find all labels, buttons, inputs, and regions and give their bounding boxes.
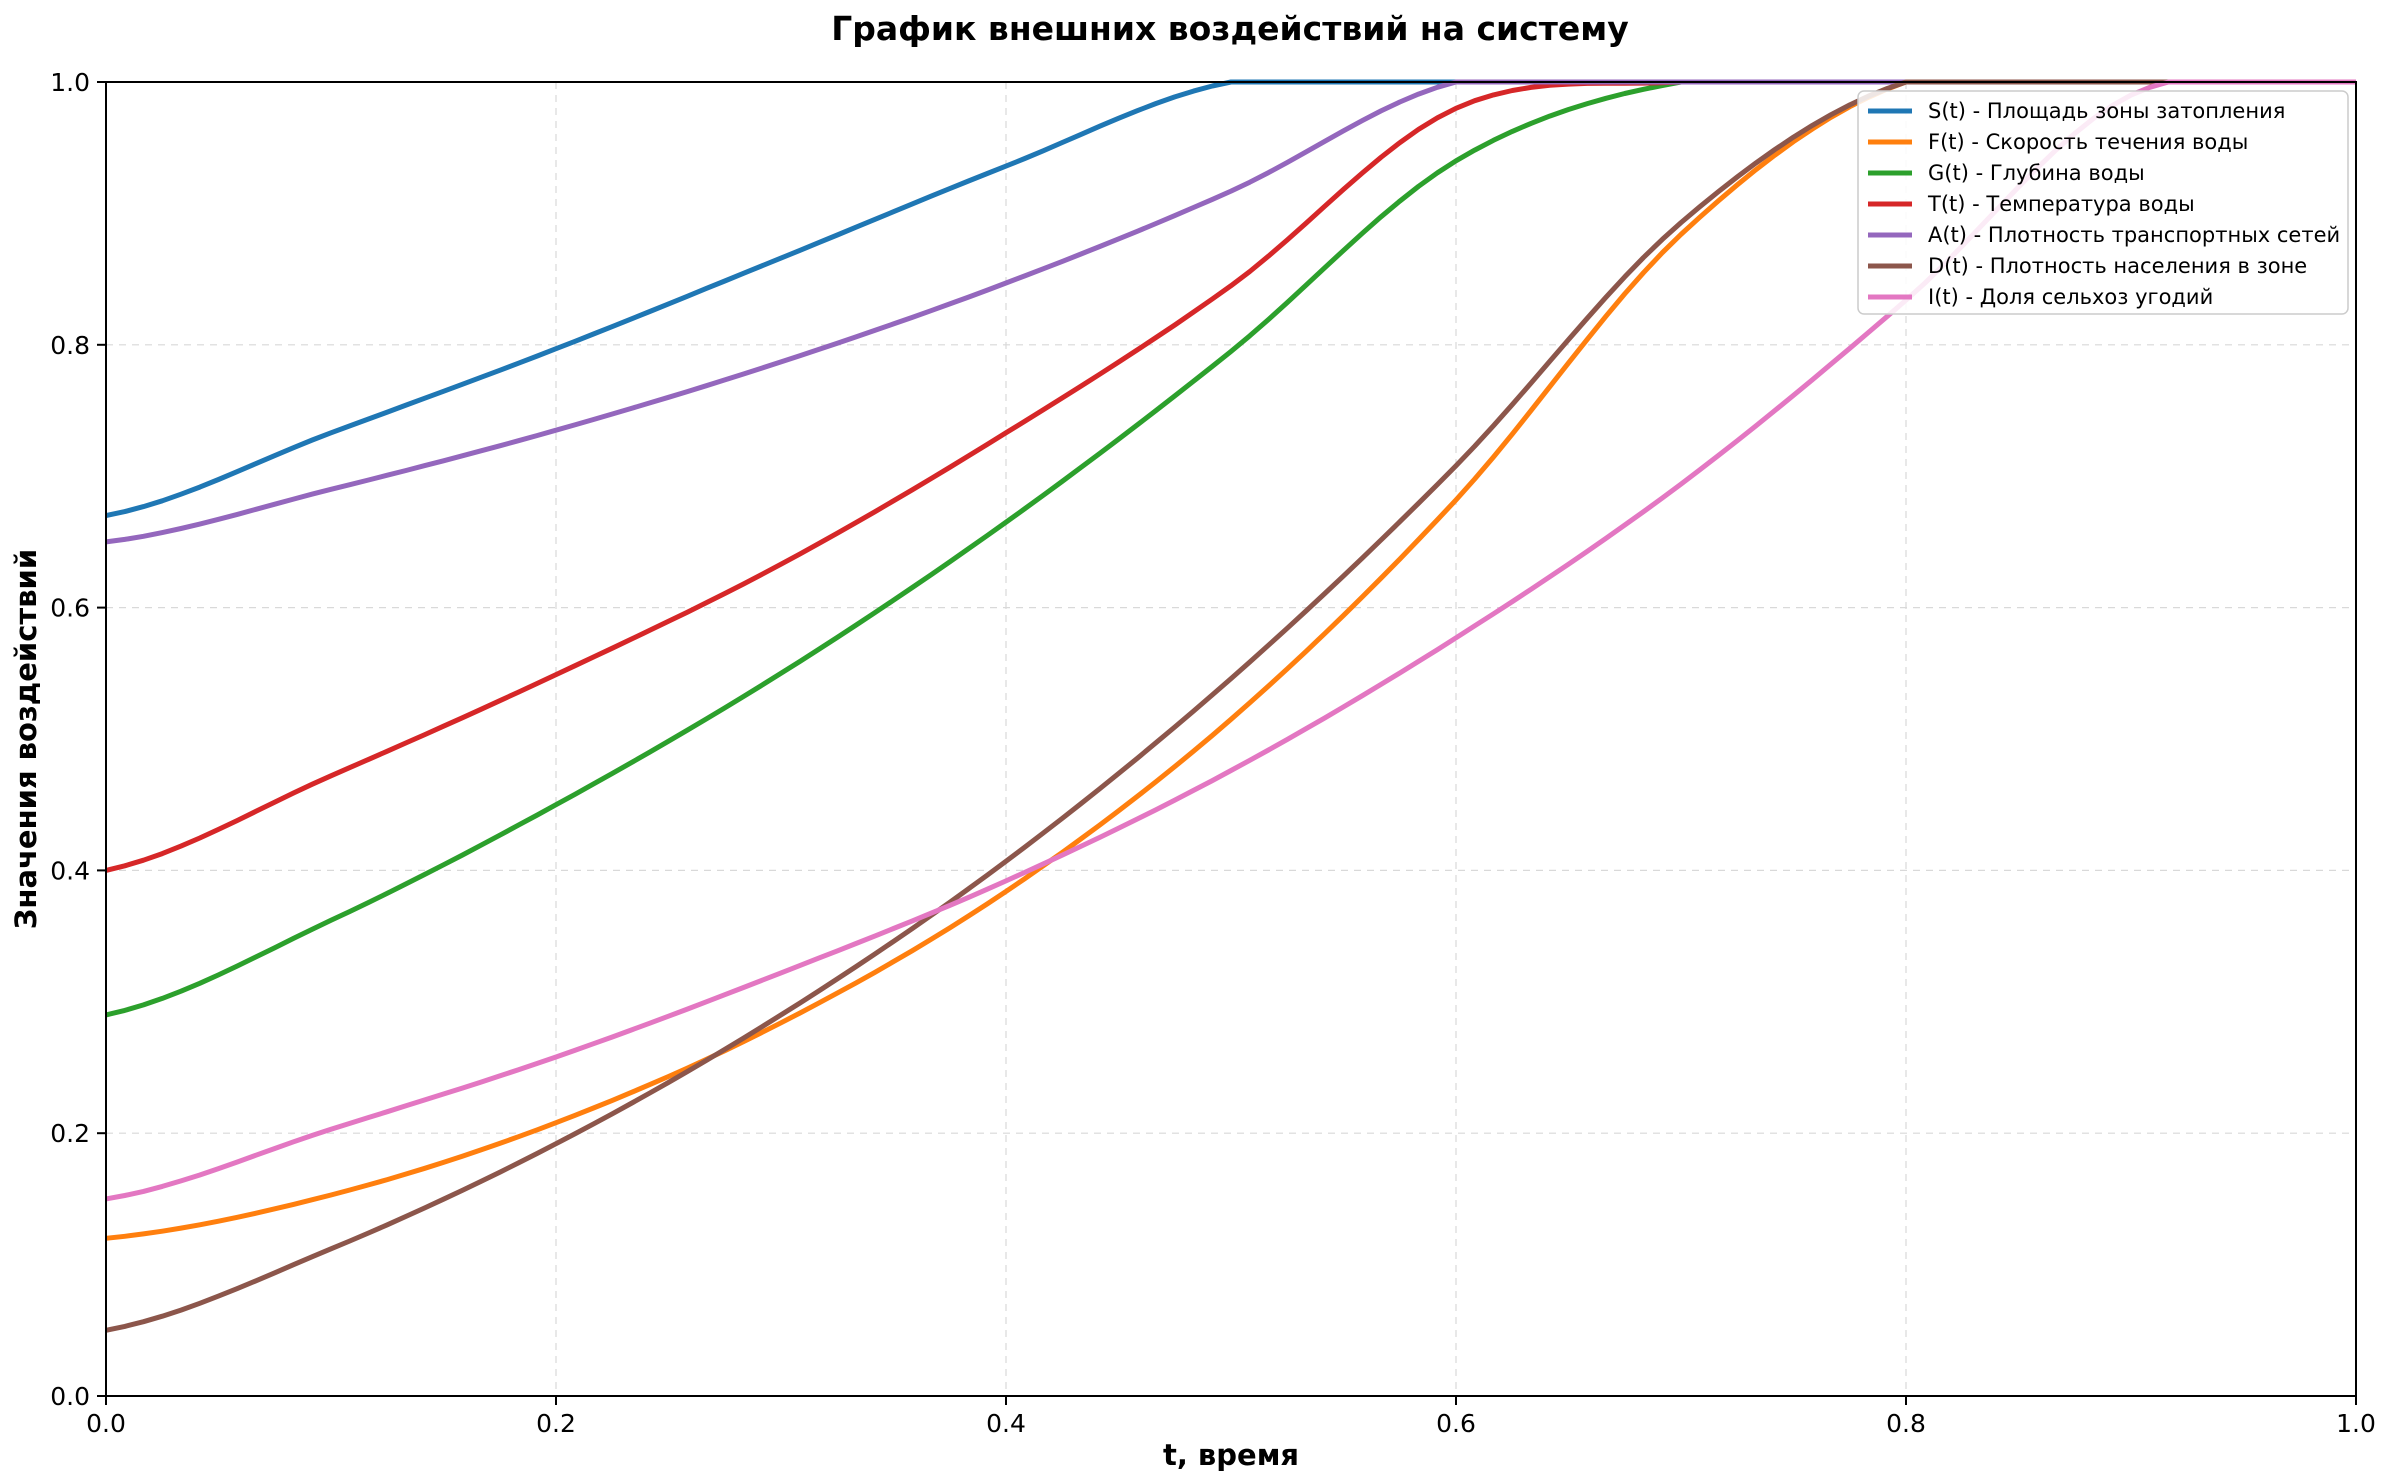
legend-label: A(t) - Плотность транспортных сетей [1928, 223, 2340, 247]
x-tick-label: 0.2 [536, 1409, 576, 1438]
legend-label: F(t) - Скорость течения воды [1928, 130, 2248, 154]
legend-label: T(t) - Температура воды [1927, 192, 2195, 216]
y-tick-label: 0.6 [50, 594, 90, 623]
legend-label: I(t) - Доля сельхоз угодий [1928, 285, 2213, 309]
x-tick-label: 0.0 [86, 1409, 126, 1438]
legend-label: G(t) - Глубина воды [1928, 161, 2145, 185]
y-tick-label: 0.2 [50, 1119, 90, 1148]
legend: S(t) - Площадь зоны затопления F(t) - Ско… [1857, 90, 2349, 315]
y-tick-label: 0.4 [50, 856, 90, 885]
legend-label: D(t) - Плотность населения в зоне [1928, 254, 2307, 278]
plot-frame [105, 81, 2357, 1397]
legend-label: S(t) - Площадь зоны затопления [1928, 99, 2285, 123]
x-tick-label: 0.8 [1886, 1409, 1926, 1438]
y-axis: 0.0 0.2 0.4 0.6 0.8 1.0 [50, 68, 106, 1411]
x-tick-label: 0.4 [986, 1409, 1026, 1438]
y-axis-label: Значения воздействий [9, 549, 43, 929]
legend-box [1857, 90, 2349, 315]
y-tick-label: 0.0 [50, 1382, 90, 1411]
x-tick-label: 1.0 [2336, 1409, 2376, 1438]
x-axis: 0.0 0.2 0.4 0.6 0.8 1.0 [86, 1396, 2376, 1438]
x-axis-label: t, время [1163, 1438, 1299, 1472]
chart-title: График внешних воздействий на систему [831, 9, 1628, 48]
x-tick-label: 0.6 [1436, 1409, 1476, 1438]
y-tick-label: 1.0 [50, 68, 90, 97]
y-tick-label: 0.8 [50, 331, 90, 360]
